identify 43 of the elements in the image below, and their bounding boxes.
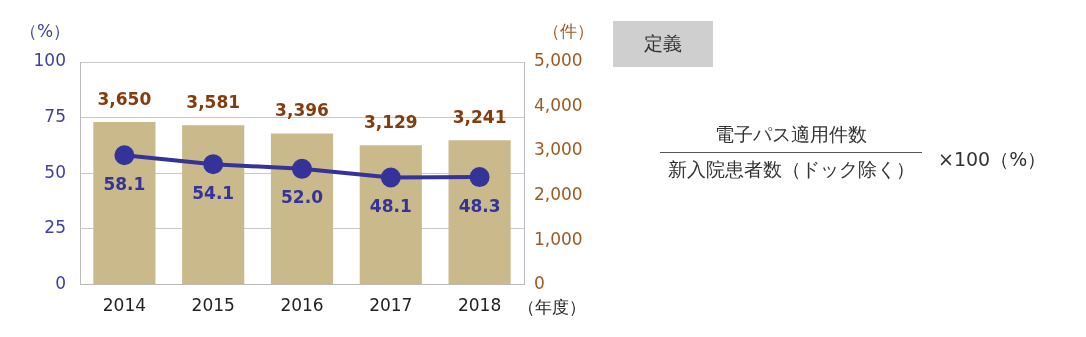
bar bbox=[448, 140, 511, 285]
text: 定義 bbox=[613, 21, 713, 67]
y2-tick-label: 1,000 bbox=[534, 228, 583, 249]
y-tick-label: 50 bbox=[44, 161, 66, 182]
data-label: 3,241 bbox=[452, 106, 507, 127]
y2-tick-label: 4,000 bbox=[534, 94, 583, 115]
y2-axis-title: （件） bbox=[542, 21, 594, 42]
x-tick-label: 2015 bbox=[191, 295, 235, 316]
point bbox=[380, 167, 401, 188]
data-label: 58.1 bbox=[103, 173, 146, 194]
bar bbox=[359, 145, 422, 285]
data-label: 3,650 bbox=[97, 88, 152, 109]
y2-tick-label: 2,000 bbox=[534, 183, 583, 204]
point bbox=[469, 167, 490, 188]
data-label: 52.0 bbox=[281, 187, 324, 208]
x-tick-label: 2014 bbox=[102, 295, 147, 316]
data-label: 3,129 bbox=[363, 111, 418, 132]
point bbox=[292, 158, 312, 179]
data-label: 3,581 bbox=[186, 91, 241, 112]
bar bbox=[270, 133, 334, 285]
point bbox=[203, 154, 224, 175]
y-tick-label: 0 bbox=[55, 273, 66, 294]
y-tick-label: 75 bbox=[44, 106, 66, 127]
x-axis-title: （年度） bbox=[518, 297, 586, 318]
data-label: 3,396 bbox=[275, 99, 329, 120]
bar bbox=[93, 122, 156, 285]
text: ×100（%） bbox=[938, 147, 1047, 172]
text: 新入院患者数（ドック除く） bbox=[660, 152, 922, 183]
y2-tick-label: 0 bbox=[534, 273, 545, 294]
x-tick-label: 2018 bbox=[457, 295, 502, 316]
y-tick-label: 25 bbox=[44, 217, 66, 238]
data-label: 48.1 bbox=[369, 195, 412, 216]
y2-tick-label: 5,000 bbox=[534, 50, 583, 71]
y2-tick-label: 3,000 bbox=[534, 139, 583, 160]
bar bbox=[182, 125, 245, 285]
text: 電子パス適用件数 bbox=[714, 122, 868, 147]
x-tick-label: 2017 bbox=[369, 295, 413, 316]
data-label: 48.3 bbox=[458, 195, 501, 216]
y-axis-title: （%） bbox=[19, 21, 71, 42]
y-tick-label: 100 bbox=[33, 50, 66, 71]
x-tick-label: 2016 bbox=[280, 295, 324, 316]
point bbox=[114, 145, 135, 166]
data-label: 54.1 bbox=[192, 182, 235, 203]
